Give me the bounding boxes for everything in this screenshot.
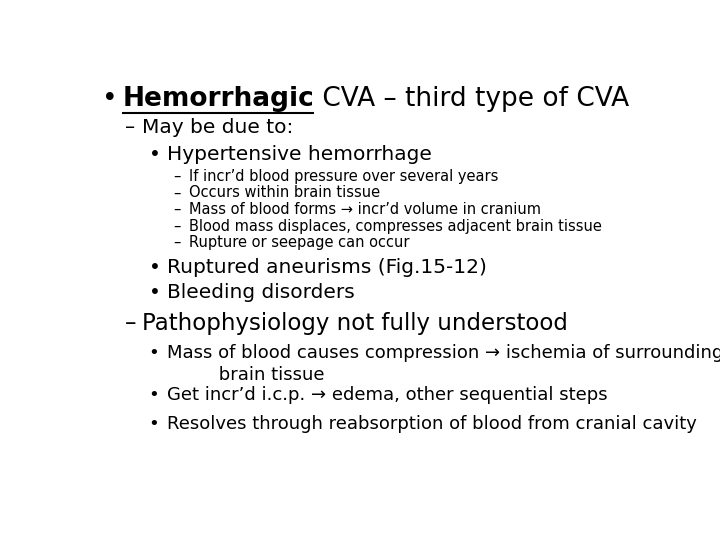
Text: •: • bbox=[148, 145, 161, 164]
Text: Bleeding disorders: Bleeding disorders bbox=[167, 282, 355, 302]
Text: –: – bbox=[174, 219, 181, 234]
Text: •: • bbox=[102, 85, 118, 112]
Text: If incr’d blood pressure over several years: If incr’d blood pressure over several ye… bbox=[189, 168, 499, 184]
Text: –: – bbox=[125, 312, 136, 335]
Text: •: • bbox=[148, 415, 159, 433]
Text: •: • bbox=[148, 344, 159, 362]
Text: –: – bbox=[174, 168, 181, 184]
Text: May be due to:: May be due to: bbox=[143, 118, 294, 137]
Text: –: – bbox=[174, 202, 181, 217]
Text: Hemorrhagic: Hemorrhagic bbox=[122, 85, 314, 112]
Text: Pathophysiology not fully understood: Pathophysiology not fully understood bbox=[143, 312, 568, 335]
Text: –: – bbox=[125, 118, 135, 137]
Text: Occurs within brain tissue: Occurs within brain tissue bbox=[189, 185, 380, 200]
Text: –: – bbox=[174, 235, 181, 250]
Text: •: • bbox=[148, 282, 161, 302]
Text: Mass of blood forms → incr’d volume in cranium: Mass of blood forms → incr’d volume in c… bbox=[189, 202, 541, 217]
Text: •: • bbox=[148, 386, 159, 404]
Text: Mass of blood causes compression → ischemia of surrounding
         brain tissue: Mass of blood causes compression → ische… bbox=[167, 344, 720, 384]
Text: –: – bbox=[174, 185, 181, 200]
Text: Get incr’d i.c.p. → edema, other sequential steps: Get incr’d i.c.p. → edema, other sequent… bbox=[167, 386, 608, 404]
Text: CVA – third type of CVA: CVA – third type of CVA bbox=[314, 85, 629, 112]
Text: Blood mass displaces, compresses adjacent brain tissue: Blood mass displaces, compresses adjacen… bbox=[189, 219, 602, 234]
Text: Rupture or seepage can occur: Rupture or seepage can occur bbox=[189, 235, 410, 250]
Text: Ruptured aneurisms (Fig.15-12): Ruptured aneurisms (Fig.15-12) bbox=[167, 258, 487, 276]
Text: •: • bbox=[148, 258, 161, 276]
Text: Hypertensive hemorrhage: Hypertensive hemorrhage bbox=[167, 145, 432, 164]
Text: Resolves through reabsorption of blood from cranial cavity: Resolves through reabsorption of blood f… bbox=[167, 415, 697, 433]
